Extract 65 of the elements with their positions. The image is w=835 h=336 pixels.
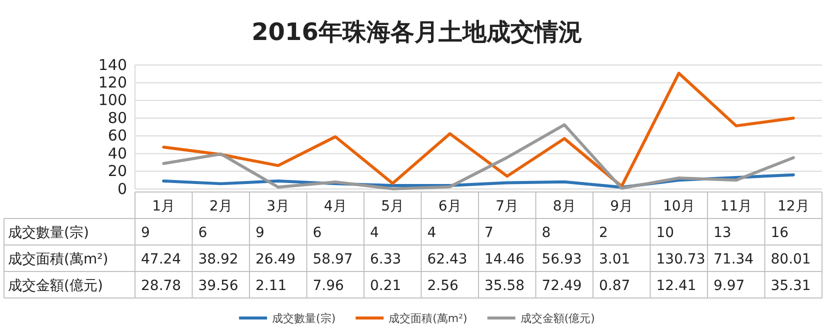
data-label: 80.01 <box>770 251 811 268</box>
data-label: 6 <box>198 224 208 241</box>
data-label: 12.41 <box>656 278 696 294</box>
y-tick-label: 80 <box>108 108 127 127</box>
data-label: 35.58 <box>484 278 525 294</box>
x-tick-label: 11月 <box>720 198 752 214</box>
x-tick-label: 1月 <box>152 198 176 214</box>
legend-label: 成交金額(億元) <box>520 312 595 325</box>
y-tick-label: 60 <box>108 126 127 145</box>
x-tick-label: 10月 <box>662 198 695 214</box>
data-label: 2 <box>599 224 608 241</box>
x-tick-label: 12月 <box>777 198 810 214</box>
y-tick-label: 140 <box>98 56 127 74</box>
text: 成交數量(宗) <box>8 224 89 241</box>
data-label: 4 <box>427 224 436 241</box>
text: 成交金額(億元) <box>8 278 103 294</box>
data-label: 26.49 <box>256 251 296 268</box>
data-label: 6.33 <box>370 251 402 268</box>
data-label: 7 <box>484 224 494 241</box>
data-label: 28.78 <box>141 278 182 294</box>
data-label: 56.93 <box>542 251 582 268</box>
data-label: 39.56 <box>198 278 238 294</box>
y-tick-label: 40 <box>108 144 127 162</box>
line-series <box>162 123 795 190</box>
x-tick-label: 8月 <box>552 198 576 214</box>
data-label: 8 <box>542 224 551 241</box>
data-label: 3.01 <box>599 251 630 268</box>
x-tick-label: 4月 <box>324 198 347 214</box>
y-tick-label: 120 <box>98 74 127 92</box>
data-label: 71.34 <box>714 251 754 268</box>
data-label: 4 <box>370 224 379 241</box>
y-tick-label: 20 <box>108 162 127 180</box>
data-label: 6 <box>312 224 322 241</box>
data-label: 62.43 <box>427 251 468 268</box>
data-label: 72.49 <box>542 278 582 294</box>
data-label: 35.31 <box>770 278 811 294</box>
data-label: 13 <box>714 224 732 241</box>
data-label: 14.46 <box>484 251 525 268</box>
x-tick-label: 3月 <box>266 198 290 214</box>
data-label: 0.87 <box>599 278 630 294</box>
data-label: 10 <box>656 224 674 241</box>
data-label: 7.96 <box>312 278 344 294</box>
x-tick-label: 5月 <box>381 198 404 214</box>
data-label: 130.73 <box>656 251 706 268</box>
line-series <box>162 72 795 188</box>
data-label: 2.56 <box>427 278 459 294</box>
data-label: 58.97 <box>312 251 353 268</box>
data-label: 9 <box>141 224 150 241</box>
data-label: 9.97 <box>714 278 745 294</box>
legend-label: 成交數量(宗) <box>272 312 336 325</box>
y-tick-label: 100 <box>98 91 127 110</box>
data-label: 0.21 <box>370 278 402 294</box>
x-tick-label: 7月 <box>496 198 519 214</box>
x-tick-label: 2月 <box>209 198 232 214</box>
data-label: 9 <box>256 224 264 241</box>
data-label: 16 <box>770 224 789 241</box>
y-tick-label: 0 <box>117 180 127 198</box>
chart-title: 2016年珠海各月土地成交情況 <box>252 18 582 46</box>
data-label: 47.24 <box>141 251 182 268</box>
x-tick-label: 9月 <box>610 198 634 214</box>
data-label: 38.92 <box>198 251 238 268</box>
data-label: 2.11 <box>256 278 287 294</box>
text: 成交面積(萬m²) <box>8 251 108 268</box>
legend-label: 成交面積(萬m²) <box>388 312 468 325</box>
x-tick-label: 6月 <box>438 198 462 214</box>
